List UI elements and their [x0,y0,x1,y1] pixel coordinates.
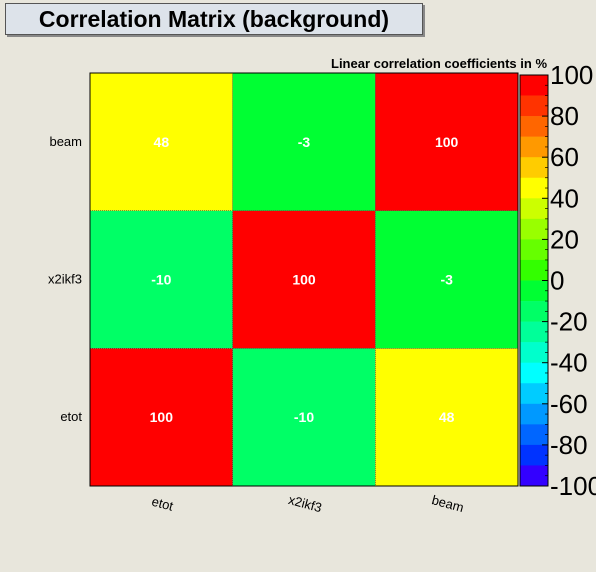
y-tick-label: beam [49,134,82,149]
plot-frame [89,72,519,487]
colorbar-bin [520,444,548,466]
cell-value-label: 100 [435,134,459,150]
heatmap-cell-etot-x2ikf3 [232,348,376,487]
heatmap-value-labels: 100 -10 48 -10 100 -3 48 -3 100 [150,134,459,425]
y-tick-label: etot [60,409,82,424]
y-tick-label: x2ikf3 [48,272,82,287]
colorbar [519,74,549,487]
colorbar-bin [520,403,548,425]
heatmap-cells [89,72,519,487]
colorbar-bin [520,383,548,405]
colorbar-tick-labels: 100 80 60 40 20 0 -20 -40 -60 -80 -100 [542,60,596,501]
colorbar-tick-label: -80 [550,430,588,460]
heatmap-cell-beam-x2ikf3 [232,72,376,211]
x-tick-label: beam [430,492,465,515]
heatmap-cell-x2ikf3-beam [375,210,519,349]
cell-value-label: 48 [154,134,170,150]
x-tick-label: x2ikf3 [287,492,324,515]
title-box: Correlation Matrix (background) [5,3,423,35]
colorbar-tick-label: -60 [550,389,588,419]
cell-value-label: 100 [292,272,316,288]
cell-value-label: -3 [298,134,311,150]
colorbar-tick-label: 80 [550,101,579,131]
colorbar-tick-label: 60 [550,142,579,172]
colorbar-bin [520,259,548,281]
colorbar-bin [520,218,548,240]
colorbar-bin [520,136,548,158]
colorbar-bin [520,198,548,220]
heatmap-cell-beam-etot [89,72,233,211]
colorbar-bin [520,157,548,179]
colorbar-bin [520,239,548,261]
colorbar-bin [520,362,548,384]
cell-value-label: 100 [150,409,174,425]
colorbar-tick-label: 40 [550,183,579,213]
colorbar-bin [520,95,548,117]
cell-value-label: -10 [294,409,314,425]
colorbar-bin [520,321,548,343]
colorbar-bin [520,301,548,322]
colorbar-bin [520,116,548,137]
colorbar-tick-label: -100 [550,471,596,501]
colorbar-bin [520,280,548,302]
heatmap-cell-etot-beam [375,348,519,487]
x-tick-label: etot [150,494,175,514]
cell-value-label: -10 [151,272,171,288]
colorbar-tick-label: -20 [550,307,588,337]
colorbar-tick-label: 0 [550,266,564,296]
colorbar-bin [520,465,548,487]
colorbar-tick-label: 20 [550,224,579,254]
cell-value-label: -3 [440,272,453,288]
colorbar-bin [520,424,548,446]
colorbar-tick-label: -40 [550,348,588,378]
heatmap-cell-x2ikf3-x2ikf3 [232,210,376,349]
heatmap-cell-beam-beam [375,72,519,211]
heatmap-cell-x2ikf3-etot [89,210,233,349]
chart-subtitle: Linear correlation coefficients in % [331,56,547,71]
cell-value-label: 48 [439,409,455,425]
colorbar-bin [520,75,548,96]
colorbar-bin [520,177,548,199]
chart-title: Correlation Matrix (background) [38,5,390,32]
colorbar-bin [520,342,548,363]
colorbar-tick-label: 100 [550,60,593,90]
heatmap-cell-etot-etot [89,348,233,487]
